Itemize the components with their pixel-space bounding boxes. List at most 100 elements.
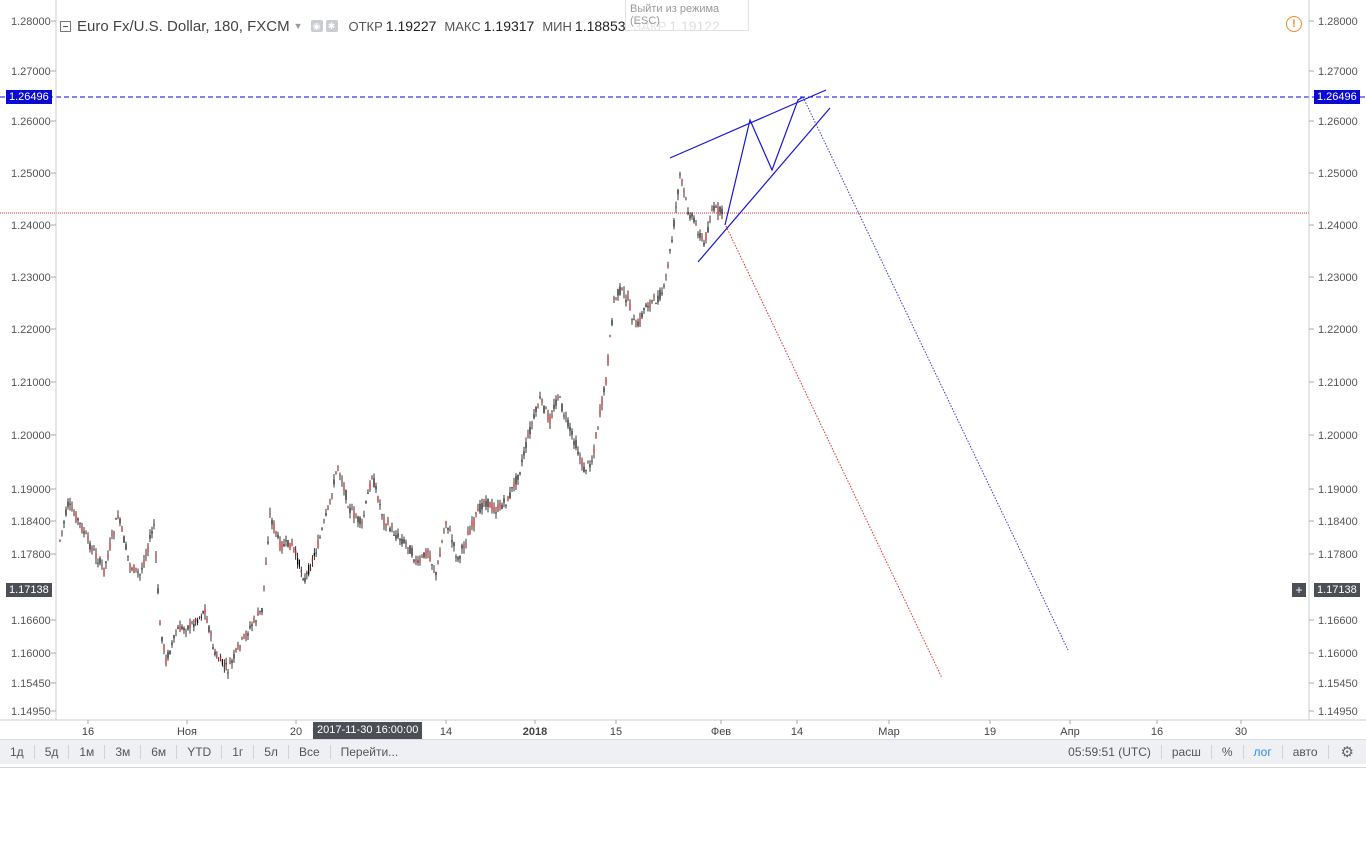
candle-body [302,578,304,580]
candle-body [539,396,541,398]
eye-icon[interactable]: ◉ [310,20,323,32]
candle-body [267,541,269,544]
candle-body [133,564,135,573]
candle-body [503,498,505,503]
candle-body [295,550,297,556]
range-5d-button[interactable]: 5д [44,745,59,759]
candle-body [547,412,549,420]
candle-body [308,565,310,575]
range-3m-button[interactable]: 3м [115,745,131,759]
candle-body [529,427,531,435]
candle-body [289,542,291,550]
candle-body [253,618,255,622]
settings-mini-icon[interactable]: ✱ [325,20,338,32]
auto-scale-button[interactable]: авто [1292,745,1318,759]
extended-hours-button[interactable]: расш [1171,745,1201,759]
time-tick-label: Апр [1060,726,1079,738]
candle-body [403,539,405,543]
gear-icon[interactable]: ⚙ [1340,744,1354,761]
divider [329,745,331,759]
candle-body [641,313,643,318]
candle-body [341,480,343,483]
goto-date-button[interactable]: Перейти... [340,745,399,759]
candle-body [93,549,95,551]
candle-body [257,612,259,616]
add-alert-button[interactable]: + [1292,583,1306,597]
price-tick-label-right: 1.25000 [1318,168,1358,180]
candle-body [519,472,521,475]
warning-icon[interactable]: ! [1286,16,1302,32]
candle-body [661,292,663,295]
candle-body [137,571,139,573]
collapse-icon[interactable] [60,20,71,32]
candle-body [310,568,312,570]
candle-body [249,625,251,628]
candle-body [87,536,89,540]
candle-body [297,558,299,565]
candle-body [555,399,557,406]
candle-body [455,556,457,558]
low-label: МИН [542,18,572,34]
range-5y-button[interactable]: 5л [264,745,278,759]
candle-body [121,527,123,531]
candle-body [719,206,721,213]
chevron-down-icon[interactable]: ▼ [293,21,303,31]
price-chart[interactable]: 1.28000 1.28000 1.27000 1.27000 1.26000 1.260… [0,0,1366,740]
divider [221,745,223,759]
candle-body [527,434,529,437]
candle-body [665,275,667,277]
candle-body [691,213,693,217]
candle-body [425,550,427,558]
candle-body [651,300,653,302]
candle-body [327,505,329,507]
candle-body [471,520,473,527]
candle-body [685,197,687,199]
range-6m-button[interactable]: 6м [151,745,167,759]
candle-body [206,618,208,623]
candle-body [115,518,117,520]
utc-clock[interactable]: 05:59:51 (UTC) [1068,745,1151,759]
candle-body [233,653,235,659]
range-1m-button[interactable]: 1м [79,745,95,759]
candle-body [385,524,387,527]
candle-body [373,478,375,488]
chart-window[interactable]: 1.28000 1.28000 1.27000 1.27000 1.26000 1.260… [0,0,1366,768]
candle-body [173,635,175,639]
projected-wave-path [724,96,804,226]
exit-fullscreen-hint[interactable]: Выйти из режима (ESC) [625,0,749,31]
range-ytd-button[interactable]: YTD [187,745,212,759]
candle-body [541,399,543,403]
percent-scale-button[interactable]: % [1221,745,1233,759]
range-1y-button[interactable]: 1г [232,745,244,759]
range-1d-button[interactable]: 1д [10,745,24,759]
candle-body [367,492,369,494]
candle-body [75,513,77,522]
symbol-title[interactable]: Euro Fx/U.S. Dollar, 180, FXCM [77,17,290,35]
range-all-button[interactable]: Все [298,745,320,759]
candle-body [487,498,489,507]
candle-body [95,553,97,559]
candle-body [167,651,169,659]
candle-body [273,523,275,530]
candle-body [681,179,683,183]
candle-body [607,356,609,364]
candle-body [353,511,355,519]
candle-body [349,507,351,513]
price-tick-label-left: 1.25000 [11,168,51,180]
candle-body [419,559,421,563]
crosshair-time-badge: 2017-11-30 16:00:00 [313,722,423,739]
candle-body [153,524,155,526]
candle-body [241,637,243,639]
candle-body [221,659,223,665]
candle-body [103,567,105,575]
candle-body [159,622,161,626]
candle-body [467,532,469,536]
candle-body [635,325,637,328]
candle-body [481,503,483,510]
candle-body [204,608,206,615]
candle-body [423,552,425,558]
candle-body [243,634,245,637]
candle-body [629,303,631,311]
log-scale-button[interactable]: лог [1253,745,1272,759]
candle-body [195,618,197,622]
